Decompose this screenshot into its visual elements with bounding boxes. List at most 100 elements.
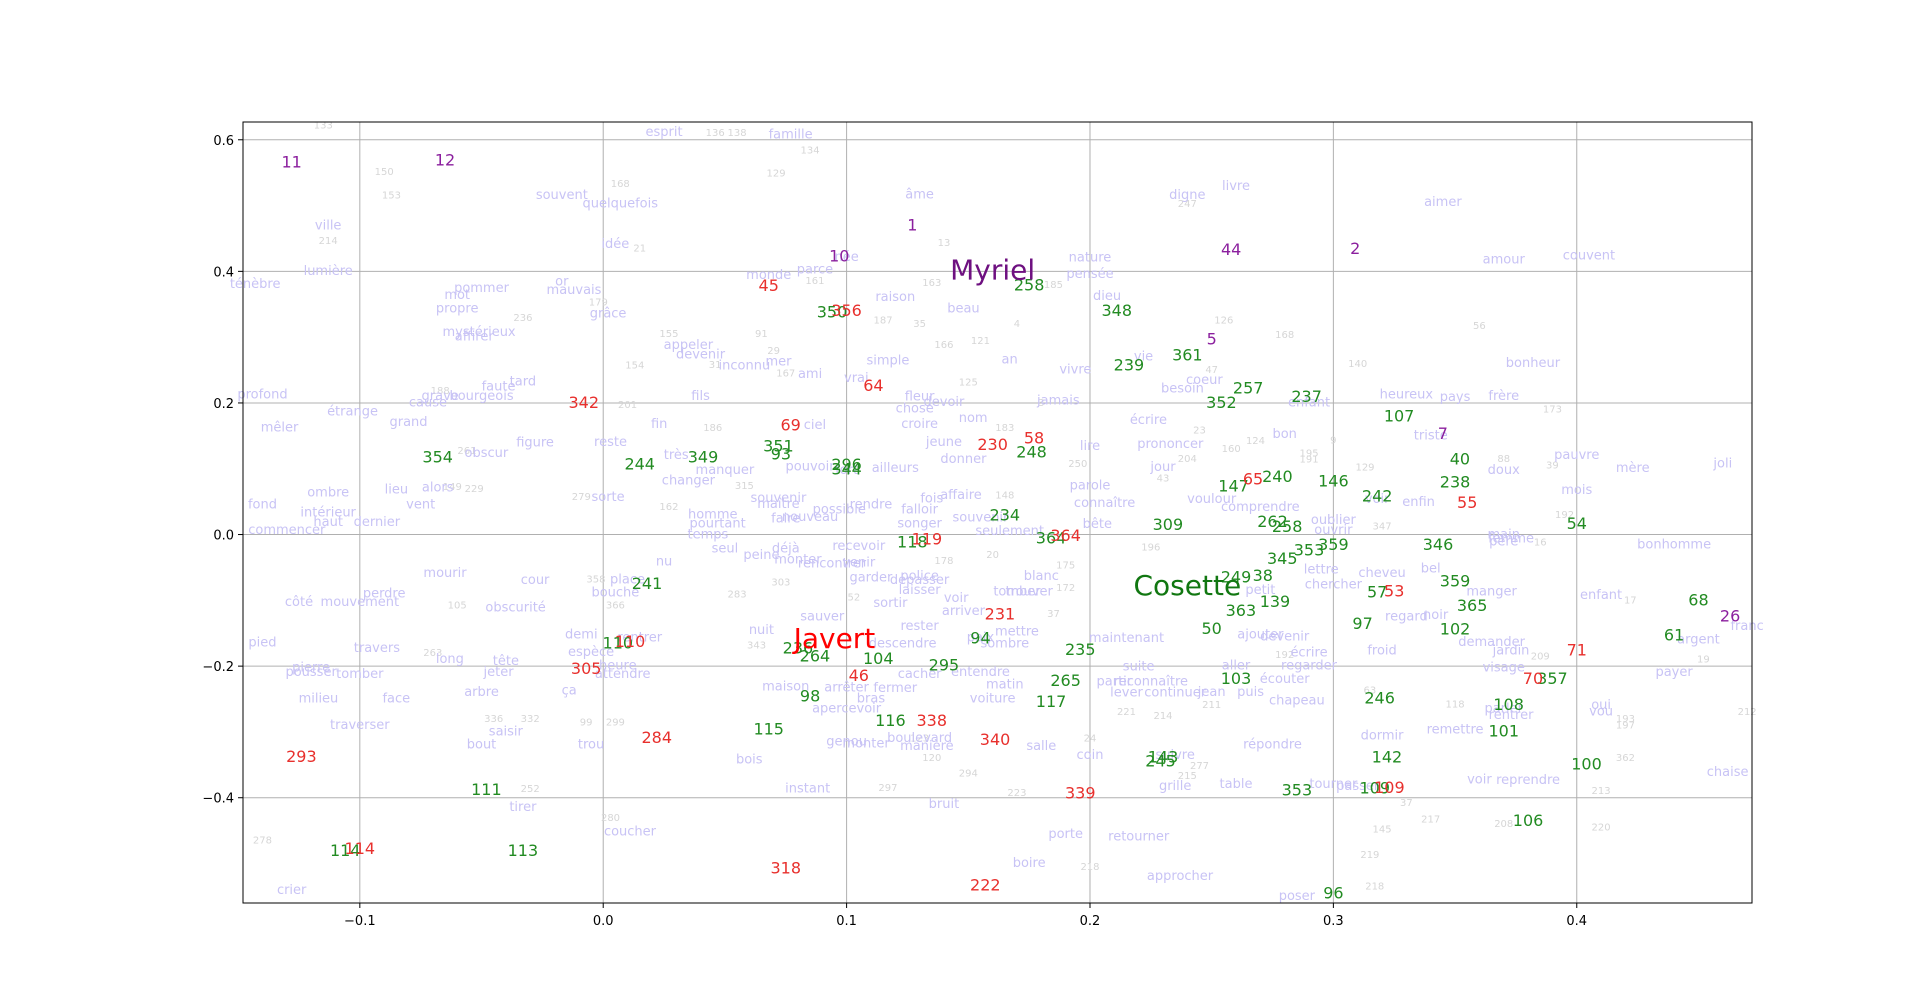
- point-label: 114: [345, 839, 376, 858]
- point-label: 218: [1080, 862, 1099, 873]
- word-label: devenir: [1260, 630, 1310, 645]
- word-label: étrange: [327, 405, 378, 420]
- word-label: dormir: [1361, 728, 1405, 743]
- y-tick-label: 0.0: [213, 529, 234, 544]
- point-label: 332: [521, 714, 540, 725]
- point-label: 345: [1267, 549, 1298, 568]
- word-label: tomber: [336, 667, 384, 682]
- word-label: ami: [798, 367, 822, 382]
- point-label: 63: [1364, 685, 1377, 696]
- word-label: parler: [1484, 701, 1523, 716]
- point-label: 192: [1555, 510, 1574, 521]
- point-label: 309: [1153, 515, 1184, 534]
- point-label: 21: [633, 243, 646, 254]
- word-label: vie: [1134, 349, 1153, 364]
- point-label: 293: [286, 747, 317, 766]
- word-label: oublier: [1311, 513, 1357, 528]
- word-label: pouvoir: [786, 459, 836, 474]
- point-label: 109: [1374, 778, 1405, 797]
- word-label: bouche: [591, 586, 639, 601]
- point-label: 50: [1202, 619, 1222, 638]
- word-label: arriver: [942, 604, 986, 619]
- point-label: 146: [1318, 471, 1349, 490]
- word-label: voir: [1365, 492, 1390, 507]
- word-label: faute: [482, 380, 516, 395]
- point-label: 248: [1016, 442, 1047, 461]
- word-label: vrai: [844, 371, 869, 386]
- point-label: 167: [776, 368, 795, 379]
- word-label: rester: [900, 619, 939, 634]
- word-label: voir: [944, 591, 969, 606]
- point-label: 296: [831, 455, 862, 474]
- point-label: 133: [314, 120, 333, 131]
- point-label: 305: [571, 659, 602, 678]
- word-label: maison: [762, 680, 809, 695]
- word-label: jeune: [925, 435, 962, 450]
- word-label: pied: [248, 636, 276, 651]
- word-label: rentrer: [1489, 708, 1534, 723]
- point-label: 136: [706, 128, 725, 139]
- word-label: sauver: [800, 609, 845, 624]
- word-label: ajouter: [1237, 628, 1284, 643]
- point-label: 147: [1218, 477, 1249, 496]
- point-label: 13: [938, 238, 951, 249]
- word-label: porte: [1048, 827, 1083, 842]
- point-label: 342: [568, 393, 599, 412]
- point-label: 55: [1457, 493, 1477, 512]
- word-label: fils: [691, 389, 710, 404]
- word-label: mourir: [423, 566, 467, 581]
- point-label: 98: [800, 687, 820, 706]
- axes-frame: [242, 121, 1753, 904]
- word-label: manquer: [696, 463, 755, 478]
- point-label: 110: [603, 633, 634, 652]
- word-label: homme: [688, 507, 738, 522]
- word-label: esprit: [646, 125, 683, 140]
- word-label: sombre: [980, 636, 1029, 651]
- word-label: mot: [444, 288, 470, 303]
- word-label: reprendre: [1496, 773, 1560, 788]
- point-label: 160: [1222, 444, 1241, 455]
- word-label: propre: [436, 301, 479, 316]
- point-label: 166: [934, 340, 953, 351]
- point-label: 93: [771, 444, 791, 463]
- word-label: mettre: [995, 624, 1039, 639]
- word-label: apercevoir: [812, 701, 882, 716]
- point-label: 344: [831, 460, 862, 479]
- word-label: famille: [769, 128, 813, 143]
- point-label: 123: [910, 734, 929, 745]
- word-label: jardin: [1492, 644, 1530, 659]
- word-label: répondre: [1243, 738, 1302, 753]
- word-label: demi: [565, 628, 598, 643]
- point-label: 58: [1024, 429, 1044, 448]
- point-label: 340: [980, 730, 1011, 749]
- word-label: ciel: [804, 418, 826, 433]
- word-label: rentrer: [617, 630, 662, 645]
- word-label: bras: [857, 692, 886, 707]
- word-label: boulevard: [887, 731, 952, 746]
- point-label: 173: [1543, 405, 1562, 416]
- point-label: 115: [753, 719, 784, 738]
- word-label: joli: [1712, 457, 1732, 472]
- point-label: 121: [971, 336, 990, 347]
- point-label: 214: [319, 236, 338, 247]
- point-label: 45: [759, 276, 779, 295]
- point-label: 155: [659, 329, 678, 340]
- point-label: 209: [1531, 651, 1550, 662]
- word-label: blanc: [1024, 569, 1059, 584]
- point-label: 351: [763, 437, 794, 456]
- word-label: oui: [1591, 698, 1611, 713]
- point-label: 126: [1214, 316, 1233, 327]
- point-label: 57: [1367, 583, 1387, 602]
- point-label: 179: [589, 297, 608, 308]
- word-label: intérieur: [300, 505, 356, 520]
- point-label: 338: [917, 711, 948, 730]
- point-label: 23: [1193, 426, 1206, 437]
- word-label: bourgeois: [449, 389, 513, 404]
- word-label: mère: [1616, 461, 1650, 476]
- word-label: parole: [1070, 478, 1111, 493]
- word-label: retourner: [1108, 830, 1170, 845]
- word-label: beau: [947, 301, 979, 316]
- point-label: 236: [513, 313, 532, 324]
- word-label: manière: [900, 739, 954, 754]
- point-label: 239: [1114, 356, 1145, 375]
